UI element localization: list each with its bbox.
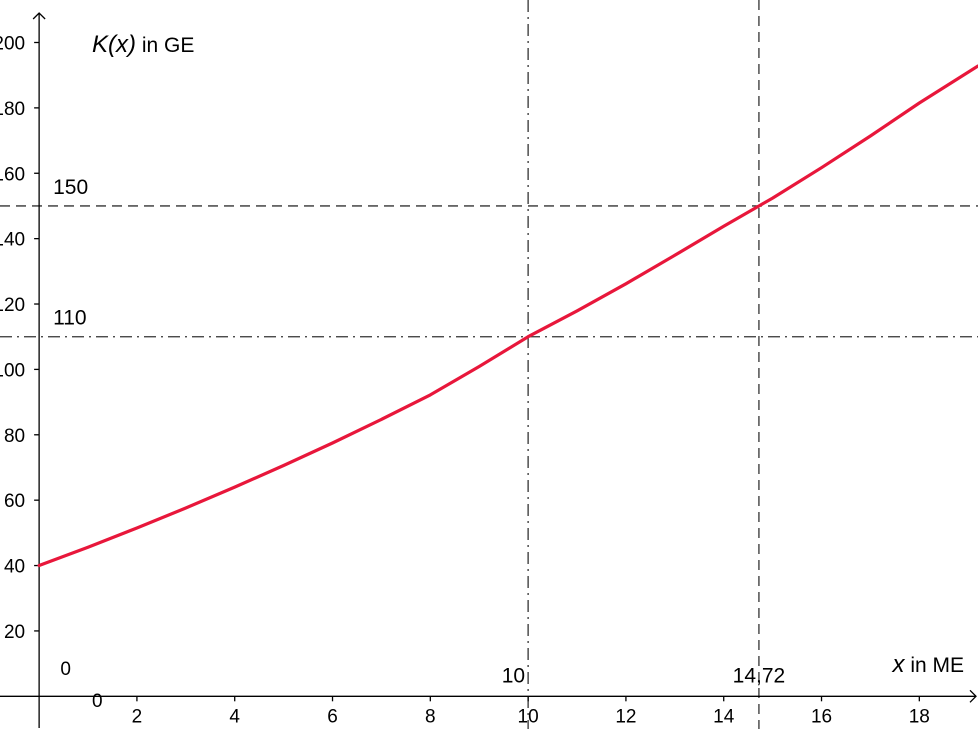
y-tick-label: 160 xyxy=(0,164,25,185)
y-tick-label: 140 xyxy=(0,230,25,251)
x-tick-label: 4 xyxy=(229,706,240,727)
x-tick-label: 10 xyxy=(518,706,539,727)
reference-label-x: 14,72 xyxy=(733,664,786,687)
y-axis-title-unit: in GE xyxy=(136,34,194,57)
reference-label-y: 150 xyxy=(53,176,88,199)
reference-label-x: 10 xyxy=(502,664,525,687)
reference-label-y: 110 xyxy=(53,307,86,330)
x-axis-title: x in ME xyxy=(891,651,964,678)
x-tick-label: 6 xyxy=(327,706,338,727)
x-axis-title-unit: in ME xyxy=(904,654,964,677)
x-tick-label: 14 xyxy=(713,706,735,727)
x-tick-label-zero: 0 xyxy=(92,691,103,712)
reference-labels: 110 150 10 14,72 xyxy=(53,176,785,687)
tick-labels: 2468101214161820406080100120140160180200 xyxy=(0,33,930,727)
y-tick-label: 200 xyxy=(0,33,25,54)
x-tick-label: 16 xyxy=(811,706,832,727)
y-axis-title-variable: K(x) xyxy=(92,31,136,58)
cost-curve-line xyxy=(37,64,978,568)
series-layer xyxy=(37,64,978,568)
axes xyxy=(0,12,977,728)
x-tick-label: 8 xyxy=(425,706,436,727)
x-tick-label: 12 xyxy=(615,706,636,727)
ticks xyxy=(34,41,920,702)
y-axis-title: K(x) in GE xyxy=(92,31,194,58)
y-tick-label: 80 xyxy=(4,426,25,447)
x-axis-title-variable: x xyxy=(891,651,905,678)
y-tick-label: 100 xyxy=(0,360,25,381)
y-tick-label: 40 xyxy=(4,557,25,578)
y-axis-arrow-icon xyxy=(32,12,46,20)
y-tick-label: 180 xyxy=(0,99,25,120)
y-tick-label-zero: 0 xyxy=(60,659,71,680)
y-tick-label: 120 xyxy=(0,295,25,316)
y-tick-label: 60 xyxy=(4,491,25,512)
x-tick-label: 2 xyxy=(132,706,143,727)
y-tick-label: 20 xyxy=(4,622,25,643)
x-tick-label: 18 xyxy=(909,706,930,727)
x-axis-arrow-icon xyxy=(969,689,977,703)
